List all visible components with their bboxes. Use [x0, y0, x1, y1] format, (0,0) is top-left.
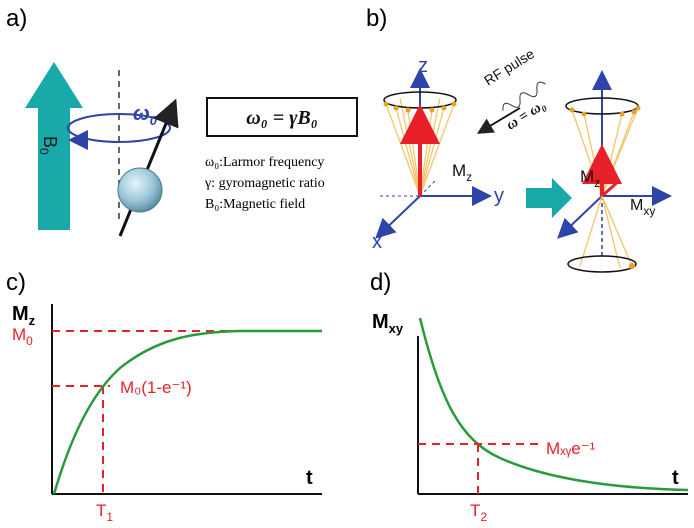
mz-sub-right: z	[594, 176, 600, 190]
mxy-vector-right	[601, 178, 621, 198]
d-ylabel: Mxy	[372, 311, 404, 336]
equation-box	[206, 97, 358, 137]
c-xlabel: t	[306, 467, 313, 489]
c-m0-letter: M	[12, 325, 26, 344]
cone-tip-lower-right	[629, 263, 635, 269]
z-label: z	[418, 55, 428, 77]
spin-cone-lower-right	[579, 195, 633, 269]
legend-field: B₀:Magnetic field	[205, 197, 305, 212]
mz-label-left: Mz	[452, 161, 472, 184]
d-ylabel-letter: M	[372, 311, 389, 333]
y-label: y	[494, 185, 504, 207]
c-m0-label: M0	[12, 325, 33, 348]
panel-a-label: a)	[6, 5, 27, 32]
panel-c-label: c)	[6, 269, 26, 296]
omega-label: ω0	[133, 103, 158, 128]
mxy-letter: M	[630, 197, 643, 214]
coord-left: z y x Mz	[372, 55, 504, 253]
rf-arrow	[476, 107, 521, 134]
d-tick: T2	[470, 501, 487, 524]
d-ylabel-sub: xy	[389, 321, 404, 336]
d-xlabel: t	[672, 467, 679, 489]
omega-letter: ω	[133, 103, 150, 125]
d-annotation: Mₓᵧe⁻¹	[546, 439, 596, 458]
panel-b: b) z y x	[366, 5, 672, 273]
c-ylabel: Mz	[12, 303, 36, 328]
spin-ball	[117, 167, 163, 213]
panel-c: c) Mz t M0 M₀(1-e⁻¹) T1	[6, 269, 322, 524]
b0-label: B0	[37, 136, 60, 155]
legend-larmor: ω₀:Larmor frequency	[205, 155, 324, 170]
mz-label-right: Mz	[580, 167, 600, 190]
omega-sub: 0	[150, 113, 158, 128]
c-tick: T1	[96, 501, 113, 524]
b0-letter: B	[40, 136, 60, 148]
d-decay-curve	[418, 317, 689, 492]
equation-text: ω₀ = γB₀	[246, 107, 317, 129]
rf-pulse-label: RF pulse	[481, 45, 537, 88]
x-label: x	[372, 231, 382, 253]
c-recovery-curve	[52, 329, 322, 495]
coord-right: Mz Mxy	[557, 70, 672, 273]
x-axis-left	[375, 195, 421, 239]
mxy-sub: xy	[643, 204, 655, 218]
transition-arrow	[526, 178, 572, 218]
mxy-label-right: Mxy	[630, 197, 655, 218]
panel-d: d) Mxy t Mₓᵧe⁻¹ T2	[370, 269, 689, 524]
panel-a: a) B0 ω0 ω₀ = γB₀ ω₀:Larmor frequency γ:…	[6, 5, 358, 237]
c-tick-letter: T	[96, 501, 106, 520]
rf-wave	[502, 81, 546, 111]
d-tick-sub: 2	[480, 510, 487, 524]
mz-letter-right: M	[580, 167, 594, 186]
mz-sub: z	[466, 170, 472, 184]
legend-gyromagnetic: γ: gyromagnetic ratio	[204, 176, 325, 191]
c-ylabel-letter: M	[12, 303, 29, 325]
c-m0-sub: 0	[26, 334, 33, 348]
d-tick-letter: T	[470, 501, 480, 520]
cone-bottom-right	[567, 255, 637, 273]
b0-sub: 0	[37, 148, 51, 155]
rf-pulse: RF pulse ω = ω₀	[476, 45, 549, 134]
x-axis-right	[557, 195, 603, 239]
c-ylabel-sub: z	[29, 313, 36, 328]
rf-condition: ω = ω₀	[504, 97, 549, 133]
x-axis-back-left	[419, 179, 437, 197]
c-annotation: M₀(1-e⁻¹)	[120, 378, 192, 397]
b0-arrow	[25, 62, 83, 230]
cone-tips-upper-right	[569, 105, 641, 117]
mz-letter: M	[452, 161, 466, 180]
c-tick-sub: 1	[106, 510, 113, 524]
panel-d-label: d)	[370, 269, 391, 296]
panel-b-label: b)	[366, 5, 387, 32]
